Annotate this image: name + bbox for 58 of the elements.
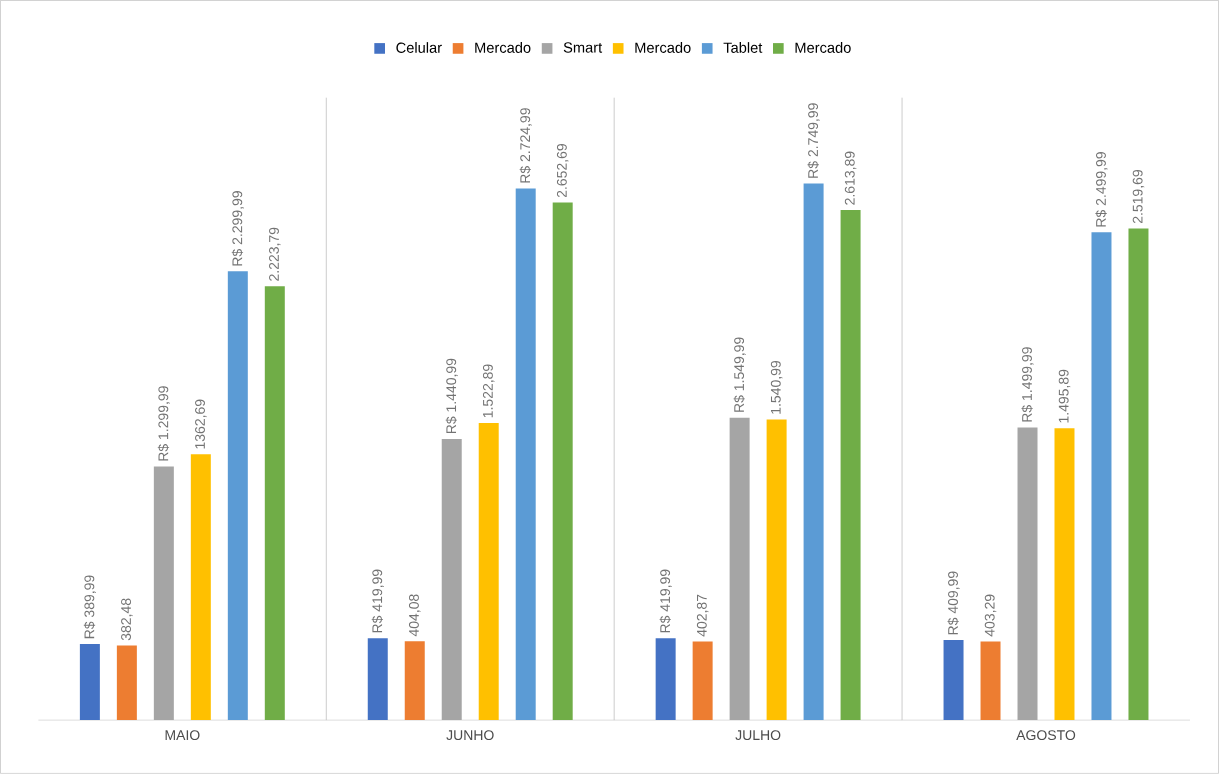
bar bbox=[552, 202, 573, 721]
data-label: R$ 1.440,99 bbox=[445, 358, 458, 434]
bar bbox=[404, 641, 425, 721]
bar bbox=[1054, 428, 1075, 721]
bar bbox=[441, 439, 462, 721]
legend-label: Mercado bbox=[475, 42, 531, 53]
data-label: 1.540,99 bbox=[770, 361, 783, 414]
x-tick-label: MAIO bbox=[165, 730, 200, 741]
data-label: 1.495,89 bbox=[1058, 369, 1071, 423]
bar bbox=[655, 638, 676, 721]
bar bbox=[153, 466, 174, 721]
data-label: 403,29 bbox=[984, 594, 997, 637]
data-label: R$ 2.724,99 bbox=[519, 108, 532, 183]
data-label: R$ 419,99 bbox=[659, 569, 672, 633]
data-label: 402,87 bbox=[696, 594, 709, 637]
bar bbox=[116, 645, 137, 721]
bar bbox=[1128, 228, 1149, 721]
bar bbox=[264, 286, 285, 721]
bar bbox=[980, 641, 1001, 721]
bar bbox=[227, 271, 248, 721]
bar bbox=[367, 638, 388, 721]
data-label: R$ 1.299,99 bbox=[157, 386, 170, 461]
bar bbox=[840, 210, 861, 721]
legend-label: Mercado bbox=[795, 42, 851, 53]
data-label: 2.519,69 bbox=[1132, 170, 1145, 224]
data-label: R$ 1.549,99 bbox=[733, 337, 746, 412]
bar bbox=[79, 644, 100, 721]
data-label: R$ 2.499,99 bbox=[1095, 152, 1108, 227]
data-label: 1.522,89 bbox=[482, 364, 495, 418]
bar bbox=[1017, 427, 1038, 721]
data-label: R$ 2.299,99 bbox=[231, 191, 244, 266]
x-tick-label: AGOSTO bbox=[1016, 730, 1076, 741]
bar bbox=[478, 423, 499, 721]
data-label: 404,08 bbox=[408, 594, 421, 637]
legend-label: Celular bbox=[396, 42, 442, 53]
legend-label: Tablet bbox=[723, 42, 763, 53]
legend-label: Mercado bbox=[635, 42, 691, 53]
bar bbox=[766, 419, 787, 721]
data-label: R$ 409,99 bbox=[947, 571, 960, 635]
bar bbox=[943, 640, 964, 721]
data-label: R$ 389,99 bbox=[83, 575, 96, 639]
bar bbox=[190, 454, 211, 721]
x-tick-label: JULHO bbox=[735, 730, 781, 741]
bar bbox=[803, 183, 824, 721]
legend-label: Smart bbox=[563, 42, 603, 53]
data-label: 2.652,69 bbox=[556, 144, 569, 198]
data-label: 2.223,79 bbox=[269, 227, 281, 281]
data-label: R$ 1.499,99 bbox=[1021, 347, 1034, 422]
bar bbox=[729, 417, 750, 721]
bar bbox=[515, 188, 536, 721]
data-label: R$ 2.749,99 bbox=[807, 103, 820, 178]
data-label: R$ 419,99 bbox=[371, 569, 384, 633]
bar bbox=[692, 641, 713, 721]
data-label: 1362,69 bbox=[195, 399, 207, 449]
data-label: 2.613,89 bbox=[844, 151, 857, 205]
bar bbox=[1091, 232, 1112, 721]
data-label: 382,48 bbox=[121, 598, 133, 641]
x-tick-label: JUNHO bbox=[446, 730, 494, 741]
